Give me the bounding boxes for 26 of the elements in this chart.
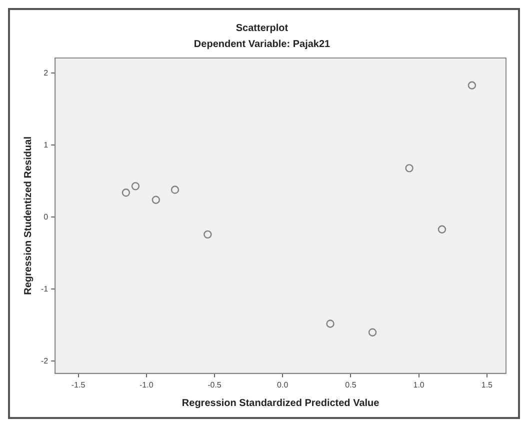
chart-subtitle: Dependent Variable: Pajak21 <box>194 38 331 50</box>
x-tick-label: 0.0 <box>277 380 289 390</box>
x-tick-label: 1.0 <box>413 380 425 390</box>
y-tick-label: 1 <box>44 140 49 150</box>
x-tick-label: -1.0 <box>139 380 154 390</box>
y-tick-label: -2 <box>40 356 49 366</box>
y-axis-title: Regression Studentized Residual <box>22 136 34 295</box>
point <box>468 81 476 90</box>
point <box>204 230 212 239</box>
point <box>438 225 446 234</box>
point <box>131 182 140 190</box>
point <box>170 186 180 194</box>
y-tick-label: -1 <box>40 284 49 294</box>
point <box>152 196 160 204</box>
x-tick-label: 0.5 <box>345 380 357 390</box>
x-tick-label: -1.5 <box>71 380 86 390</box>
x-tick-label: -0.5 <box>208 380 222 390</box>
point <box>326 320 334 328</box>
chart-title: Scatterplot <box>236 22 289 34</box>
y-tick-label: 0 <box>44 212 49 222</box>
x-tick-label: 1.5 <box>481 380 494 390</box>
point <box>368 328 377 336</box>
y-tick-label: 2 <box>44 68 49 78</box>
point <box>122 188 130 197</box>
x-axis-title: Regression Standardized Predicted Value <box>182 398 380 409</box>
point <box>405 164 414 172</box>
